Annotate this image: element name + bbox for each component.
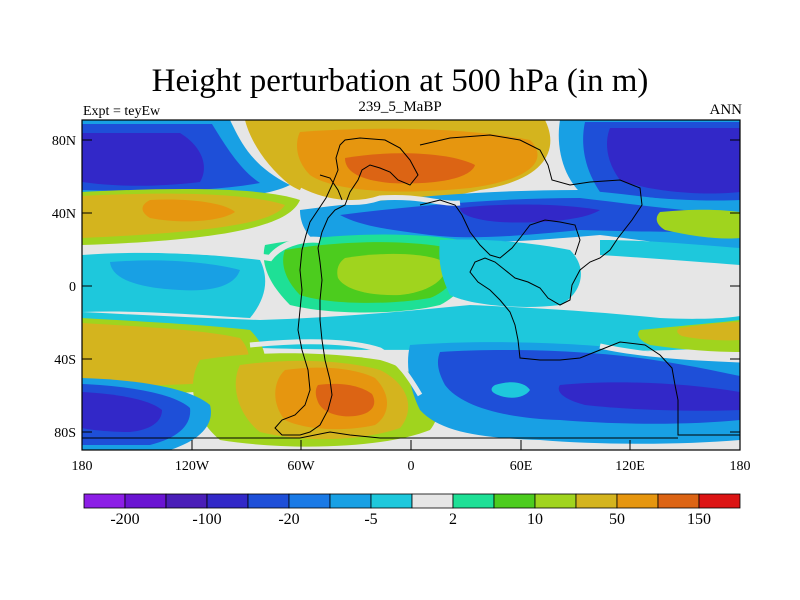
y-tick-80N: 80N <box>52 134 740 149</box>
colorbar-swatch <box>165 493 208 509</box>
field-trop-indian-cyan <box>439 239 581 307</box>
y-tick-40S: 40S <box>54 353 740 368</box>
colorbar-swatch <box>329 493 372 509</box>
field-sh-cyan-spot <box>491 382 530 398</box>
colorbar-label: 150 <box>687 511 711 528</box>
field-shp-low-core <box>82 392 162 432</box>
x-tick-label: 120E <box>615 459 645 474</box>
zero-contour-south <box>249 339 423 397</box>
field-se-high-core <box>677 322 740 341</box>
coast-north-pacific <box>319 174 343 201</box>
season-label: ANN <box>709 102 743 118</box>
x-tick-60e: 60E <box>510 440 533 474</box>
field-trop-pacific-inner <box>110 260 240 291</box>
y-tick-label: 40N <box>52 207 76 222</box>
x-axis: 180 120W 60W 0 60E 120E 180 <box>72 440 751 474</box>
field-sa-high-core <box>315 383 375 417</box>
center-label: 239_5_MaBP <box>358 99 442 115</box>
y-axis: 80N 40N 0 40S 80S <box>52 134 740 441</box>
coast-eurasia <box>419 134 740 436</box>
colorbar-label: -20 <box>278 511 299 528</box>
colorbar-swatch <box>493 493 536 509</box>
colorbar-label: 10 <box>527 511 543 528</box>
map-title: Height perturbation at 500 hPa (in m) <box>151 63 649 99</box>
colorbar-swatch <box>124 493 167 509</box>
x-tick-60w: 60W <box>287 440 315 474</box>
y-tick-label: 40S <box>54 353 76 368</box>
y-tick-label: 80N <box>52 134 76 149</box>
x-tick-120w: 120W <box>175 440 210 474</box>
y-tick-40N: 40N <box>52 207 740 222</box>
x-tick-label: 60W <box>287 459 315 474</box>
coast-africa <box>419 199 581 259</box>
colorbar-labels: -200 -100 -20 -5 2 10 50 150 <box>110 511 711 528</box>
y-tick-80S: 80S <box>54 426 740 441</box>
colorbar-swatch <box>288 493 331 509</box>
colorbar-swatch <box>575 493 618 509</box>
colorbar-swatch <box>534 493 577 509</box>
zero-contour-tropic <box>82 236 321 262</box>
colorbar-swatch <box>411 493 454 509</box>
y-tick-label: 80S <box>54 426 76 441</box>
x-tick-label: 120W <box>175 459 210 474</box>
colorbar <box>83 493 741 509</box>
colorbar-swatch <box>657 493 700 509</box>
x-tick-180w: 180 <box>72 440 93 474</box>
zero-contour-east <box>599 343 740 363</box>
field-trop-east-cyan <box>600 240 740 265</box>
colorbar-label: -5 <box>364 511 377 528</box>
colorbar-swatch <box>698 493 741 509</box>
colorbar-swatch <box>206 493 249 509</box>
colorbar-label: 50 <box>609 511 625 528</box>
x-tick-0: 0 <box>408 440 415 474</box>
colorbar-label: 2 <box>449 511 457 528</box>
coast-americas <box>274 137 419 436</box>
x-tick-120e: 120E <box>615 440 645 474</box>
field-asia-low-core <box>460 204 600 223</box>
colorbar-swatch <box>370 493 413 509</box>
colorbar-swatch <box>247 493 290 509</box>
zero-contour-north <box>298 187 461 206</box>
experiment-label: Expt = teyEw <box>83 104 161 119</box>
field-sh-blue-core <box>558 382 740 411</box>
field-nh-low-left-core <box>82 133 204 186</box>
field-trop-atl-core <box>337 253 446 296</box>
field-nh-high-core <box>345 153 475 184</box>
x-tick-180e: 180 <box>730 440 751 474</box>
field-ne-high <box>656 209 740 239</box>
colorbar-swatch <box>83 493 126 509</box>
colorbar-swatch <box>452 493 495 509</box>
x-tick-label: 0 <box>408 459 415 474</box>
x-tick-label: 180 <box>72 459 93 474</box>
coastlines <box>82 134 740 439</box>
field-nh-midlat-high-left-core <box>142 199 235 222</box>
colorbar-label: -100 <box>192 511 221 528</box>
y-tick-0: 0 <box>69 280 740 295</box>
y-tick-label: 0 <box>69 280 76 295</box>
colorbar-label: -200 <box>110 511 139 528</box>
colorbar-swatch <box>616 493 659 509</box>
x-tick-label: 180 <box>730 459 751 474</box>
field-contours <box>82 120 740 450</box>
field-ne-low-core <box>607 128 740 194</box>
x-tick-label: 60E <box>510 459 533 474</box>
coast-antarctica <box>82 431 678 439</box>
